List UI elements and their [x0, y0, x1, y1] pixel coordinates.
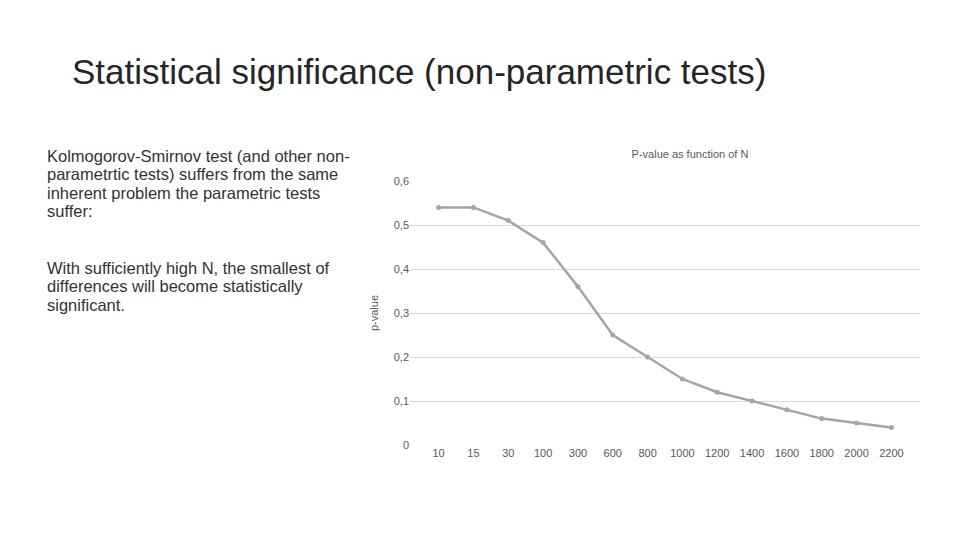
- svg-text:0,6: 0,6: [394, 175, 409, 187]
- svg-text:10: 10: [433, 447, 445, 459]
- svg-text:0,1: 0,1: [394, 395, 409, 407]
- svg-text:0,5: 0,5: [394, 219, 409, 231]
- svg-text:15: 15: [467, 447, 479, 459]
- svg-text:0,3: 0,3: [394, 307, 409, 319]
- svg-text:600: 600: [604, 447, 622, 459]
- svg-text:30: 30: [502, 447, 514, 459]
- svg-text:0: 0: [403, 439, 409, 451]
- svg-text:2000: 2000: [844, 447, 868, 459]
- svg-text:0,4: 0,4: [394, 263, 409, 275]
- svg-text:300: 300: [569, 447, 587, 459]
- svg-text:2200: 2200: [879, 447, 903, 459]
- svg-text:800: 800: [638, 447, 656, 459]
- svg-text:1600: 1600: [775, 447, 799, 459]
- svg-text:P-value as function of N: P-value as function of N: [632, 148, 749, 160]
- svg-text:1000: 1000: [670, 447, 694, 459]
- svg-text:100: 100: [534, 447, 552, 459]
- html-text:With sufficiently high N, the: With sufficiently high N, the smallest o…: [47, 258, 330, 314]
- svg-text:1200: 1200: [705, 447, 729, 459]
- svg-text:p-value: p-value: [368, 295, 380, 331]
- html-text:Statistical significance (non-: Statistical significance (non-parametric…: [72, 52, 767, 91]
- html-text:Kolmogorov-Smirnov test (and o: Kolmogorov-Smirnov test (and other non-p…: [47, 147, 350, 221]
- svg-text:1400: 1400: [740, 447, 764, 459]
- svg-text:1800: 1800: [809, 447, 833, 459]
- svg-text:0,2: 0,2: [394, 351, 409, 363]
